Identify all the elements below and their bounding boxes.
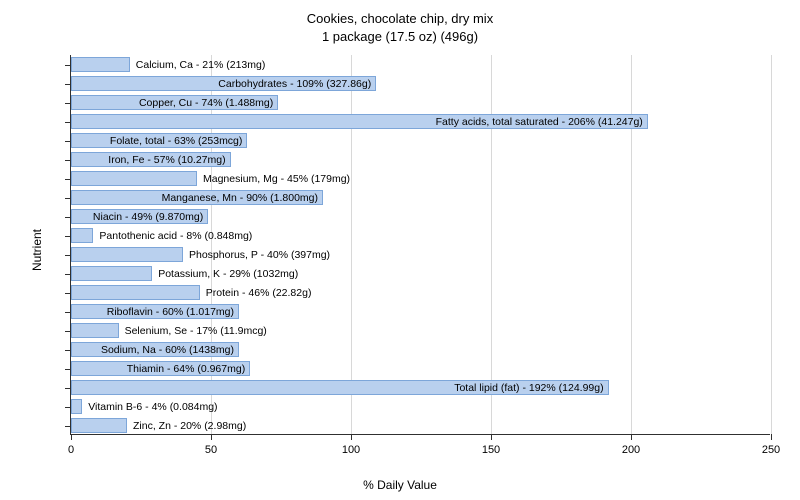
bar [71, 285, 200, 299]
bar-label: Sodium, Na - 60% (1438mg) [97, 344, 234, 356]
y-axis-label: Nutrient [30, 229, 44, 271]
bar-label: Vitamin B-6 - 4% (0.084mg) [84, 401, 217, 413]
bar-label: Potassium, K - 29% (1032mg) [154, 268, 298, 280]
bar-row: Folate, total - 63% (253mcg) [71, 131, 770, 150]
bar-label: Magnesium, Mg - 45% (179mg) [199, 173, 350, 185]
bar-label: Calcium, Ca - 21% (213mg) [132, 59, 266, 71]
bar-label: Copper, Cu - 74% (1.488mg) [135, 97, 273, 109]
bar-label: Protein - 46% (22.82g) [202, 287, 312, 299]
chart-title: Cookies, chocolate chip, dry mix 1 packa… [0, 0, 800, 45]
x-tick-label: 100 [342, 444, 360, 456]
bar-row: Pantothenic acid - 8% (0.848mg) [71, 226, 770, 245]
bar-label: Fatty acids, total saturated - 206% (41.… [432, 116, 643, 128]
bar-row: Niacin - 49% (9.870mg) [71, 207, 770, 226]
bar [71, 228, 93, 242]
x-tick-label: 0 [68, 444, 74, 456]
bar-row: Copper, Cu - 74% (1.488mg) [71, 93, 770, 112]
x-tick-label: 150 [482, 444, 500, 456]
x-tick [771, 434, 772, 440]
bar-row: Manganese, Mn - 90% (1.800mg) [71, 188, 770, 207]
bar-label: Carbohydrates - 109% (327.86g) [214, 78, 371, 90]
bar-row: Iron, Fe - 57% (10.27mg) [71, 150, 770, 169]
bar-row: Phosphorus, P - 40% (397mg) [71, 245, 770, 264]
x-tick-label: 250 [762, 444, 780, 456]
bar [71, 247, 183, 261]
plot-area: 050100150200250Calcium, Ca - 21% (213mg)… [70, 55, 770, 435]
bar [71, 323, 119, 337]
bar-label: Phosphorus, P - 40% (397mg) [185, 249, 330, 261]
bar-label: Niacin - 49% (9.870mg) [89, 211, 203, 223]
bar-label: Thiamin - 64% (0.967mg) [123, 363, 245, 375]
bar [71, 57, 130, 71]
bar-label: Riboflavin - 60% (1.017mg) [103, 306, 234, 318]
bar [71, 418, 127, 432]
bar [71, 266, 152, 280]
bar-row: Calcium, Ca - 21% (213mg) [71, 55, 770, 74]
bar-label: Total lipid (fat) - 192% (124.99g) [450, 382, 603, 394]
gridline [771, 55, 772, 434]
bar [71, 399, 82, 413]
bar-label: Selenium, Se - 17% (11.9mcg) [121, 325, 267, 337]
bar-row: Vitamin B-6 - 4% (0.084mg) [71, 397, 770, 416]
bar-row: Selenium, Se - 17% (11.9mcg) [71, 321, 770, 340]
nutrient-chart: Cookies, chocolate chip, dry mix 1 packa… [0, 0, 800, 500]
bar-label: Zinc, Zn - 20% (2.98mg) [129, 420, 246, 432]
bar-row: Total lipid (fat) - 192% (124.99g) [71, 378, 770, 397]
x-tick-label: 50 [205, 444, 217, 456]
bar-row: Carbohydrates - 109% (327.86g) [71, 74, 770, 93]
x-tick-label: 200 [622, 444, 640, 456]
bar-row: Zinc, Zn - 20% (2.98mg) [71, 416, 770, 435]
x-axis-label: % Daily Value [0, 478, 800, 492]
chart-title-line2: 1 package (17.5 oz) (496g) [0, 28, 800, 46]
bar-row: Protein - 46% (22.82g) [71, 283, 770, 302]
bar-row: Fatty acids, total saturated - 206% (41.… [71, 112, 770, 131]
bar-label: Manganese, Mn - 90% (1.800mg) [158, 192, 318, 204]
bar-label: Iron, Fe - 57% (10.27mg) [104, 154, 225, 166]
bar-row: Sodium, Na - 60% (1438mg) [71, 340, 770, 359]
bar-row: Magnesium, Mg - 45% (179mg) [71, 169, 770, 188]
bar-label: Pantothenic acid - 8% (0.848mg) [95, 230, 252, 242]
bar-row: Thiamin - 64% (0.967mg) [71, 359, 770, 378]
bar-label: Folate, total - 63% (253mcg) [106, 135, 242, 147]
chart-title-line1: Cookies, chocolate chip, dry mix [0, 10, 800, 28]
bar-row: Riboflavin - 60% (1.017mg) [71, 302, 770, 321]
bar-row: Potassium, K - 29% (1032mg) [71, 264, 770, 283]
bar [71, 171, 197, 185]
